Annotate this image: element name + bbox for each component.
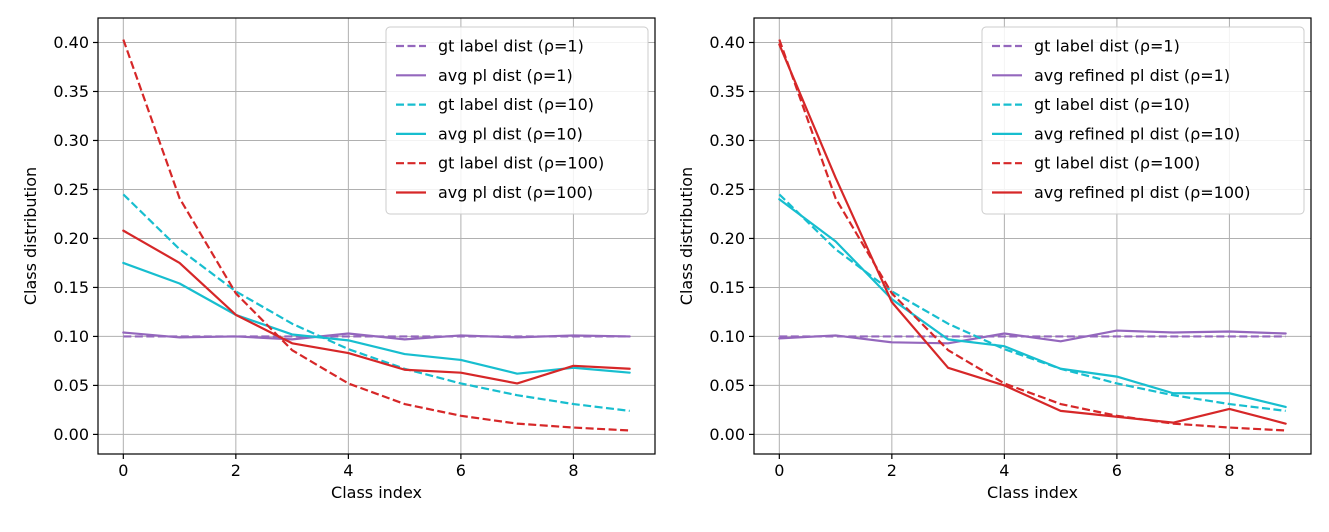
y-tick-label: 0.05 bbox=[53, 376, 89, 395]
series-line-3 bbox=[122, 261, 631, 375]
x-tick-label: 8 bbox=[1224, 461, 1234, 480]
y-tick-label: 0.20 bbox=[53, 229, 89, 248]
y-tick-label: 0.10 bbox=[709, 327, 745, 346]
y-tick-label: 0.40 bbox=[709, 33, 745, 52]
series-line-1 bbox=[122, 331, 631, 341]
series-line-5 bbox=[778, 43, 1287, 425]
series-line-2 bbox=[778, 193, 1286, 412]
y-tick-label: 0.30 bbox=[53, 131, 89, 150]
legend: gt label dist (ρ=1) avg refined pl dist (… bbox=[981, 26, 1305, 215]
series-line-3 bbox=[778, 198, 1287, 409]
x-tick-label: 0 bbox=[118, 461, 128, 480]
legend-label-3: avg refined pl dist (ρ=10) bbox=[1034, 124, 1240, 143]
y-tick-label: 0.00 bbox=[709, 425, 745, 444]
y-tick-label: 0.30 bbox=[709, 131, 745, 150]
legend-label-1: avg refined pl dist (ρ=1) bbox=[1034, 66, 1230, 85]
plot-frame bbox=[97, 17, 656, 455]
left-chart-panel: 0 2 4 6 8 0.00 0.05 0.10 0.15 0.20 0.25 0.30 0.35 0.4… bbox=[21, 17, 656, 502]
series-line-4 bbox=[778, 39, 1286, 432]
y-tick-label: 0.15 bbox=[53, 278, 89, 297]
series-line-5 bbox=[122, 229, 631, 385]
x-tick-label: 2 bbox=[231, 461, 241, 480]
y-tick-label: 0.15 bbox=[709, 278, 745, 297]
y-axis-label: Class distribution bbox=[677, 167, 696, 305]
x-axis-label: Class index bbox=[331, 483, 422, 502]
y-tick-label: 0.35 bbox=[53, 82, 89, 101]
legend-label-2: gt label dist (ρ=10) bbox=[1034, 95, 1190, 114]
x-tick-label: 8 bbox=[568, 461, 578, 480]
legend-label-5: avg pl dist (ρ=100) bbox=[438, 183, 593, 202]
legend: gt label dist (ρ=1) avg pl dist (ρ=1) gt l… bbox=[385, 26, 649, 215]
x-tick-label: 0 bbox=[774, 461, 784, 480]
x-tick-label: 2 bbox=[887, 461, 897, 480]
y-tick-label: 0.10 bbox=[53, 327, 89, 346]
legend-label-4: gt label dist (ρ=100) bbox=[438, 154, 604, 173]
y-tick-label: 0.25 bbox=[53, 180, 89, 199]
x-axis-label: Class index bbox=[987, 483, 1078, 502]
series-line-2 bbox=[122, 193, 630, 412]
legend-label-0: gt label dist (ρ=1) bbox=[1034, 37, 1180, 56]
y-tick-label: 0.20 bbox=[709, 229, 745, 248]
legend-box bbox=[385, 26, 649, 215]
legend-box bbox=[981, 26, 1305, 215]
y-tick-label: 0.40 bbox=[53, 33, 89, 52]
legend-label-1: avg pl dist (ρ=1) bbox=[438, 66, 573, 85]
plot-frame bbox=[753, 17, 1312, 455]
y-tick-label: 0.35 bbox=[709, 82, 745, 101]
x-tick-label: 4 bbox=[343, 461, 353, 480]
series-line-1 bbox=[778, 329, 1287, 345]
y-tick-label: 0.05 bbox=[709, 376, 745, 395]
y-axis-label: Class distribution bbox=[21, 167, 40, 305]
legend-label-0: gt label dist (ρ=1) bbox=[438, 37, 584, 56]
x-tick-label: 6 bbox=[1112, 461, 1122, 480]
x-tick-label: 6 bbox=[456, 461, 466, 480]
legend-label-3: avg pl dist (ρ=10) bbox=[438, 124, 583, 143]
series-line-4 bbox=[122, 39, 630, 432]
legend-label-5: avg refined pl dist (ρ=100) bbox=[1034, 183, 1250, 202]
x-tick-label: 4 bbox=[999, 461, 1009, 480]
right-chart-panel: 0 2 4 6 8 0.00 0.05 0.10 0.15 0.20 0.25 0.30 0.35 0.4… bbox=[677, 17, 1312, 502]
y-tick-label: 0.00 bbox=[53, 425, 89, 444]
legend-label-2: gt label dist (ρ=10) bbox=[438, 95, 594, 114]
y-tick-label: 0.25 bbox=[709, 180, 745, 199]
legend-label-4: gt label dist (ρ=100) bbox=[1034, 154, 1200, 173]
